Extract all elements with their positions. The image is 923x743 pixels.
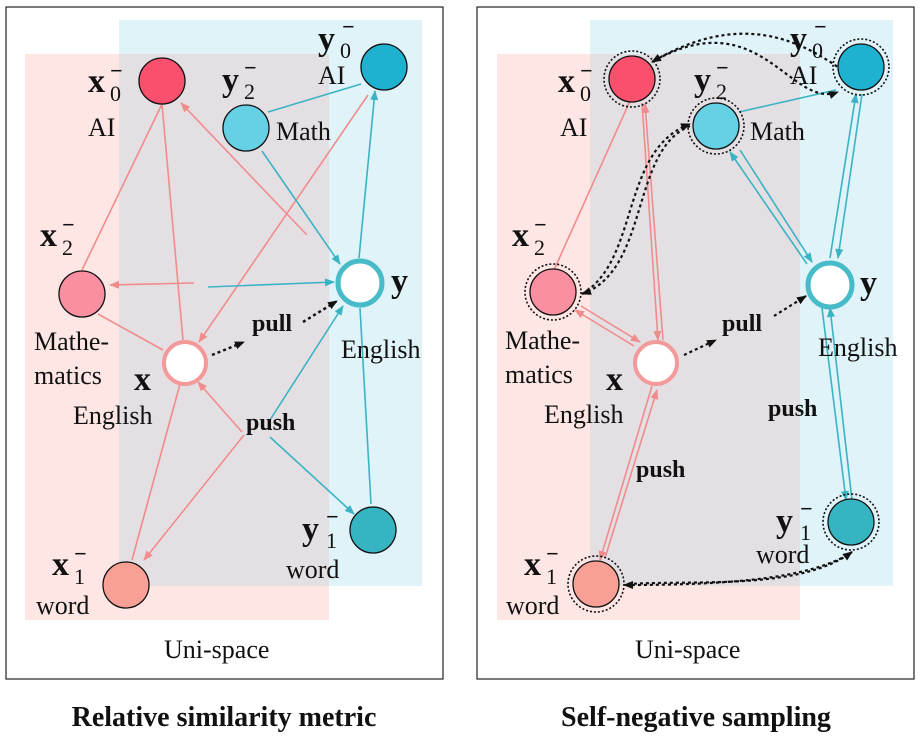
y1-sup: − — [326, 504, 339, 529]
y1-sub: 1 — [326, 528, 337, 553]
node-x1 — [102, 561, 150, 609]
y2-label: Math — [750, 117, 805, 146]
node-y0 — [360, 43, 408, 91]
x2-sub: 2 — [62, 235, 73, 260]
x0-sup: − — [110, 58, 123, 83]
self-negative-links — [581, 32, 853, 589]
y0-label: AI — [790, 61, 817, 90]
target-edges — [729, 89, 863, 501]
pull-label: pull — [722, 311, 762, 337]
dotted-rings — [524, 38, 890, 613]
node-y0 — [837, 43, 885, 91]
panel-caption: Self-negative sampling — [561, 702, 831, 733]
y2-sub: 2 — [716, 79, 727, 104]
y0-sub: 0 — [812, 38, 823, 63]
node-y1 — [827, 498, 875, 546]
x2-sup: − — [534, 212, 547, 237]
y-label: English — [341, 335, 420, 364]
y1-symbol: y — [302, 511, 319, 548]
pull-label: pull — [252, 311, 292, 337]
x1-sub: 1 — [546, 564, 557, 589]
panel-self-negative-sampling: x − 0 AI x − 2 Mathe- matics x English x… — [476, 6, 915, 733]
y2-symbol: y — [694, 62, 711, 99]
x2-label-line1: Mathe- — [34, 327, 109, 356]
x2-symbol: x — [40, 217, 57, 254]
push-label: push — [636, 457, 685, 483]
source-edges — [553, 100, 664, 561]
x0-sub: 0 — [110, 81, 121, 106]
x2-sup: − — [62, 212, 75, 237]
push-label-2: push — [768, 396, 817, 422]
y1-label: word — [286, 555, 339, 584]
x2-sub: 2 — [534, 235, 545, 260]
y0-symbol: y — [790, 21, 807, 58]
x0-sub: 0 — [580, 81, 591, 106]
node-y — [335, 258, 385, 308]
y1-label: word — [756, 540, 809, 569]
x0-label: AI — [88, 113, 115, 142]
y1-sup: − — [800, 496, 813, 521]
x1-symbol: x — [52, 546, 69, 583]
x1-sup: − — [74, 541, 87, 566]
node-x — [633, 340, 679, 386]
x-symbol: x — [134, 361, 151, 398]
y2-symbol: y — [222, 62, 239, 99]
overlap-region — [119, 54, 329, 586]
y-label: English — [818, 333, 897, 362]
y2-label: Math — [276, 117, 331, 146]
x1-sup: − — [546, 541, 559, 566]
push-label: push — [246, 410, 295, 436]
panel-caption: Relative similarity metric — [72, 702, 377, 733]
x0-label: AI — [560, 113, 587, 142]
target-edges — [207, 83, 379, 515]
x-label: English — [544, 400, 623, 429]
x2-label-line2: matics — [34, 361, 102, 390]
x0-symbol: x — [558, 63, 575, 100]
y1-symbol: y — [776, 503, 793, 540]
overlap-region — [590, 54, 800, 586]
node-y1 — [349, 506, 397, 554]
x0-symbol: x — [88, 63, 105, 100]
node-y2 — [222, 104, 270, 152]
y0-label: AI — [318, 61, 345, 90]
x2-label-line2: matics — [505, 360, 573, 389]
x1-label: word — [506, 591, 559, 620]
node-y2 — [692, 102, 740, 150]
x-label: English — [73, 401, 152, 430]
x-symbol: x — [606, 361, 623, 398]
x0-sup: − — [580, 58, 593, 83]
y0-symbol: y — [318, 21, 335, 58]
node-y — [805, 260, 855, 310]
y2-sup: − — [716, 55, 729, 80]
x1-sub: 1 — [74, 564, 85, 589]
node-x2 — [58, 270, 106, 318]
x1-symbol: x — [524, 546, 541, 583]
y2-sub: 2 — [244, 79, 255, 104]
x2-symbol: x — [512, 217, 529, 254]
node-x — [162, 340, 208, 386]
node-x2 — [529, 268, 577, 316]
y2-sup: − — [244, 55, 257, 80]
node-x0 — [608, 55, 656, 103]
node-x0 — [138, 57, 186, 105]
y0-sup: − — [814, 14, 827, 39]
y1-sub: 1 — [800, 520, 811, 545]
x1-label: word — [36, 591, 89, 620]
y-symbol: y — [391, 263, 408, 300]
space-label: Uni-space — [635, 635, 740, 664]
y0-sub: 0 — [340, 38, 351, 63]
node-x1 — [572, 560, 620, 608]
y0-sup: − — [342, 14, 355, 39]
y-symbol: y — [860, 265, 877, 302]
panel-relative-similarity: x − 0 AI x − 2 Mathe- matics x English x… — [5, 6, 444, 733]
x2-label-line1: Mathe- — [505, 326, 580, 355]
source-edges — [81, 94, 369, 561]
space-label: Uni-space — [164, 635, 269, 664]
pull-arrow-right — [302, 299, 338, 324]
